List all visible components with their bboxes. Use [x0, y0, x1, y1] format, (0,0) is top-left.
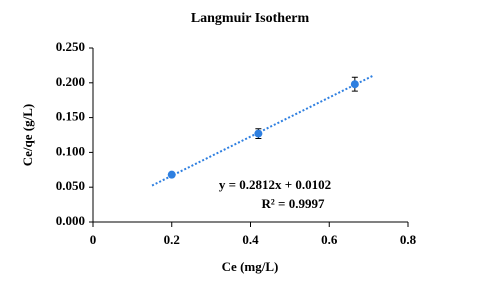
x-tick-label: 0.2: [164, 232, 180, 247]
trendline-equation: y = 0.2812x + 0.0102: [219, 177, 331, 192]
x-tick-label: 0: [90, 232, 97, 247]
y-tick-label: 0.050: [56, 178, 85, 193]
y-tick-label: 0.200: [56, 74, 85, 89]
chart-title: Langmuir Isotherm: [191, 11, 310, 26]
y-tick-label: 0.100: [56, 143, 85, 158]
x-tick-label: 0.4: [242, 232, 259, 247]
y-axis-label: Ce/qe (g/L): [20, 104, 35, 166]
y-tick-label: 0.150: [56, 109, 85, 124]
y-tick-label: 0.250: [56, 39, 85, 54]
y-tick-label: 0.000: [56, 213, 85, 228]
point: [254, 129, 263, 138]
r-squared: R² = 0.9997: [262, 196, 325, 211]
x-tick-label: 0.6: [321, 232, 338, 247]
point: [350, 80, 359, 89]
x-tick-label: 0.8: [400, 232, 417, 247]
point: [167, 170, 176, 179]
trendline: [151, 75, 374, 187]
x-axis-label: Ce (mg/L): [222, 259, 279, 274]
